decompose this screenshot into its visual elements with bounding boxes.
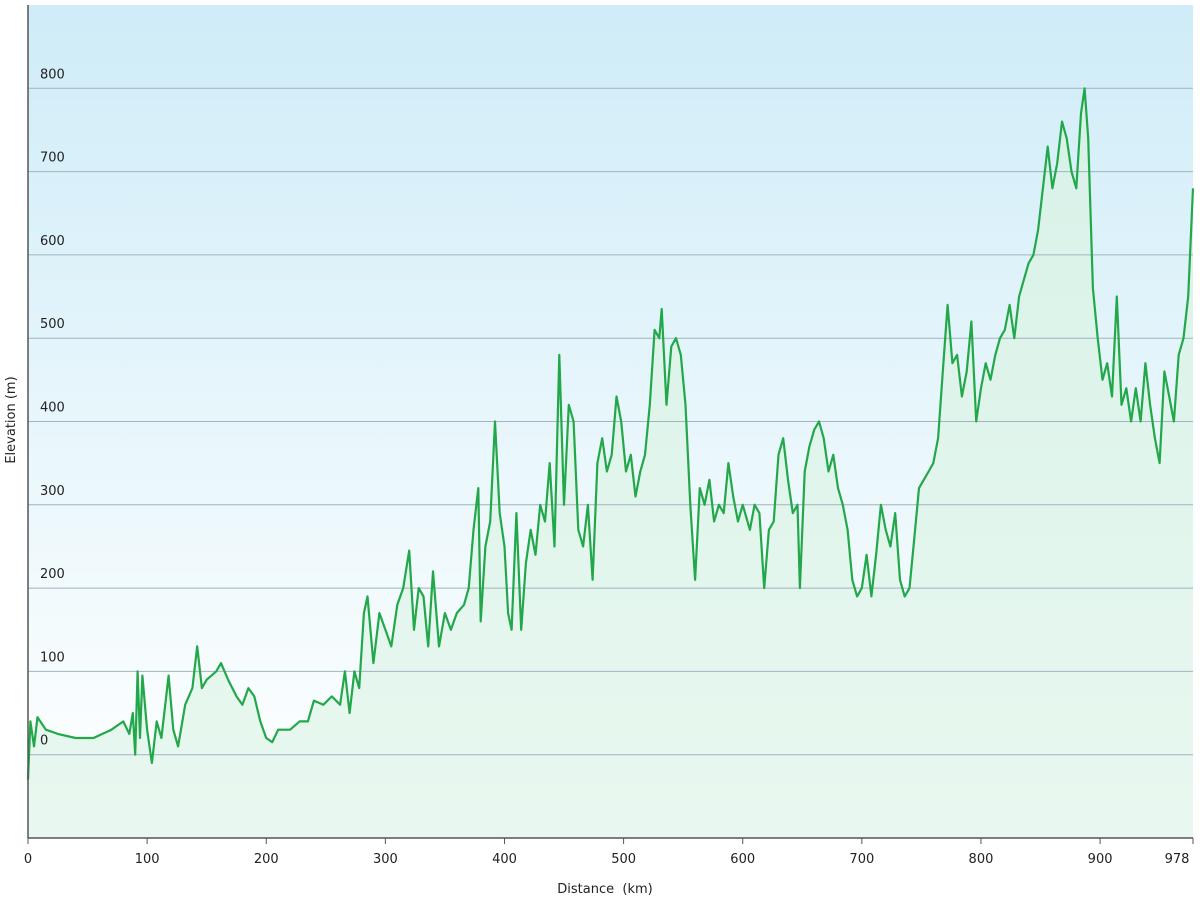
x-tick-label: 300 — [373, 852, 398, 867]
y-tick-label: 200 — [40, 567, 65, 582]
x-tick-label: 600 — [730, 852, 755, 867]
x-tick-label: 978 — [1165, 852, 1190, 867]
x-tick-label: 400 — [492, 852, 517, 867]
y-tick-label: 300 — [40, 484, 65, 499]
y-tick-label: 600 — [40, 234, 65, 249]
x-tick-label: 700 — [849, 852, 874, 867]
y-tick-label: 700 — [40, 151, 65, 166]
x-tick-label: 800 — [969, 852, 994, 867]
y-tick-label: 400 — [40, 401, 65, 416]
x-tick-label: 500 — [611, 852, 636, 867]
x-axis-label: Distance (km) — [557, 882, 652, 897]
elevation-line — [26, 87, 1195, 780]
x-tick-label: 200 — [254, 852, 279, 867]
x-tick-label: 100 — [135, 852, 160, 867]
y-tick-label: 0 — [40, 734, 48, 749]
y-axis-label: Elevation (m) — [4, 376, 19, 463]
y-tick-label: 500 — [40, 317, 65, 332]
elevation-area — [28, 88, 1193, 839]
x-tick-label: 900 — [1088, 852, 1113, 867]
x-tick-label: 0 — [24, 852, 32, 867]
y-tick-label: 100 — [40, 650, 65, 665]
y-tick-label: 800 — [40, 67, 65, 82]
